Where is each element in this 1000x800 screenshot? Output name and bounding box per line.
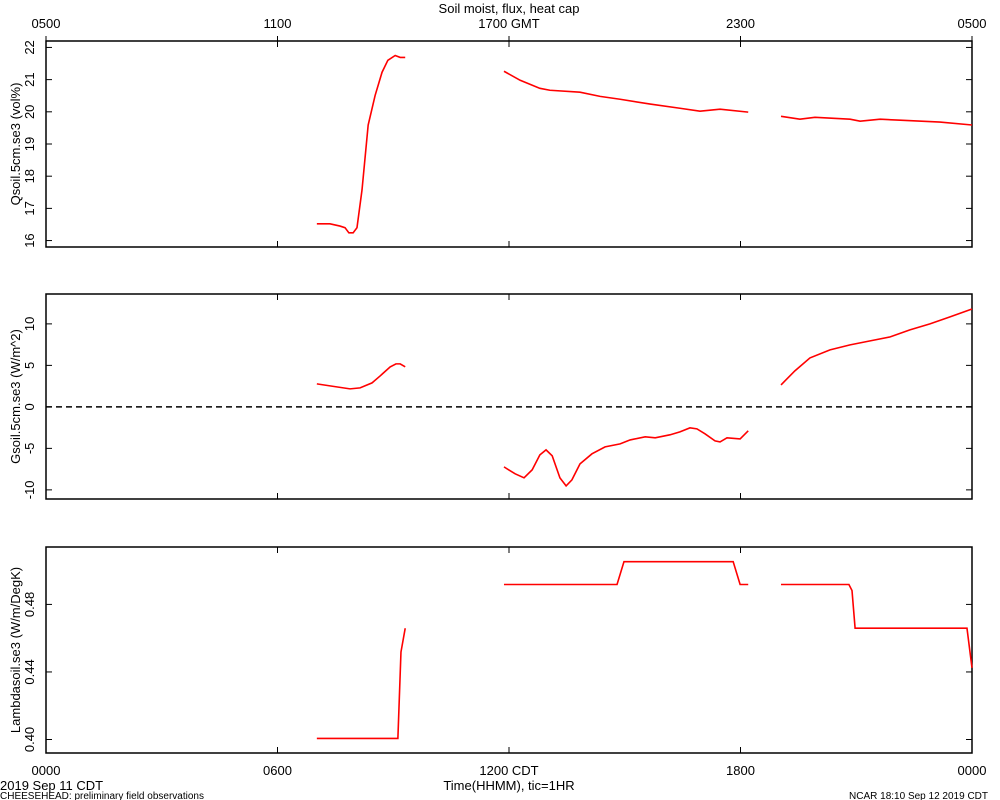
y-tick-label: 17 (22, 201, 37, 215)
footer-stamp: NCAR 18:10 Sep 12 2019 CDT (849, 791, 988, 800)
y-axis-label: Qsoil.5cm.se3 (vol%) (8, 83, 23, 206)
x-tick-label: 1800 (726, 763, 755, 778)
y-tick-label: 0.48 (22, 592, 37, 617)
plot-frame (45, 293, 973, 500)
y-tick-label: 22 (22, 40, 37, 54)
y-tick-label: -10 (22, 480, 37, 499)
data-line (316, 54, 973, 234)
plot-frame (45, 40, 973, 248)
x-tick-label: 1200 CDT (479, 763, 538, 778)
y-tick-label: 21 (22, 72, 37, 86)
x2-tick-label: 0500 (32, 16, 61, 31)
footer-source: CHEESEHEAD: preliminary field observatio… (0, 791, 204, 800)
chart-title: Soil moist, flux, heat cap (439, 1, 580, 16)
y-tick-label: 0.40 (22, 727, 37, 752)
y-axis-label: Lambdasoil.se3 (W/m/DegK) (8, 567, 23, 733)
x-axis-label: Time(HHMM), tic=1HR (443, 778, 574, 793)
y-tick-label: -5 (22, 443, 37, 455)
x2-tick-label: 2300 (726, 16, 755, 31)
y-tick-label: 19 (22, 137, 37, 151)
y-tick-label: 0.44 (22, 659, 37, 684)
plot-frame (45, 546, 973, 754)
y-tick-label: 5 (22, 362, 37, 369)
x2-tick-label: 1100 (264, 16, 292, 31)
y-tick-label: 18 (22, 169, 37, 183)
x-tick-label: 0600 (263, 763, 292, 778)
y-tick-label: 16 (22, 233, 37, 247)
y-axis-label: Gsoil.5cm.se3 (W/m^2) (8, 329, 23, 464)
x2-tick-label: 1700 GMT (478, 16, 539, 31)
x2-tick-label: 0500 (958, 16, 987, 31)
y-tick-label: 0 (22, 403, 37, 410)
data-line (316, 560, 973, 740)
y-tick-label: 20 (22, 105, 37, 119)
y-tick-label: 10 (22, 317, 37, 331)
data-line (316, 308, 973, 488)
x-tick-label: 0000 (958, 763, 987, 778)
x-tick-label: 0000 (32, 763, 61, 778)
footer-date: 2019 Sep 11 CDT (0, 778, 103, 793)
